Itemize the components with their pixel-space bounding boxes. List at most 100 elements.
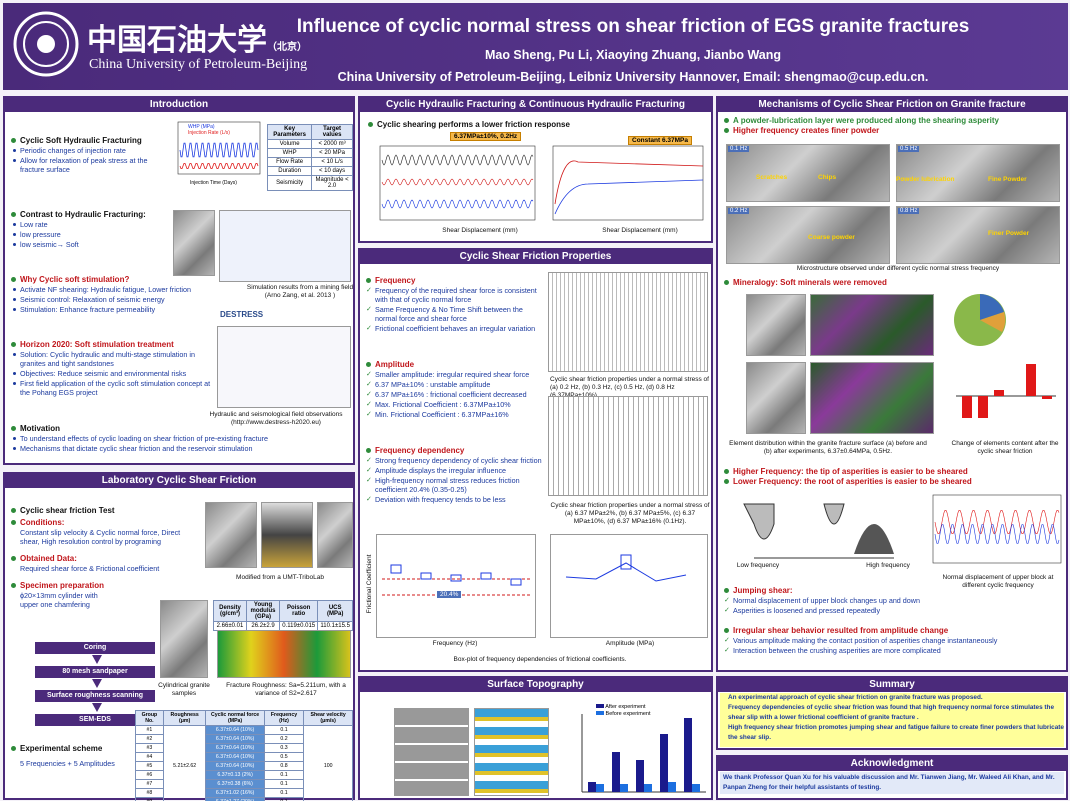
acknowledgment-panel: Acknowledgment We thank Professor Quan X… — [716, 755, 1068, 800]
panel-title: Cyclic Shear Friction Properties — [360, 250, 711, 264]
figure — [217, 326, 351, 408]
caption: Simulation results from a mining field (… — [246, 284, 354, 299]
table-cell: < 10 days — [311, 166, 353, 176]
list-item: Seismic control: Relaxation of seismic e… — [11, 295, 211, 304]
section-heading: Amplitude — [366, 360, 551, 369]
legend: After experiment Before experiment — [596, 704, 650, 718]
caption: Normal displacement of upper block at di… — [942, 574, 1054, 589]
axis-label: Frequency (Hz) — [432, 640, 478, 647]
table-header: Frequency (Hz) — [263, 710, 305, 726]
table-header: Group No. — [135, 710, 164, 726]
figure — [810, 294, 934, 356]
caption: Cyclic shear friction properties under a… — [550, 376, 709, 399]
section-heading: Specimen preparation — [11, 581, 201, 590]
summary-item: High frequency shear friction promotes j… — [728, 724, 1064, 741]
figure — [746, 294, 806, 356]
axis-label: Shear Displacement (mm) — [602, 227, 678, 234]
table-row: Volume < 2000 m³ — [266, 139, 353, 149]
figure — [746, 362, 806, 434]
table-cell: 100 — [303, 725, 353, 801]
panel-label: 0.2 Hz — [728, 208, 750, 214]
annotation: 20.4% — [437, 591, 462, 598]
table-header: Shear velocity (μm/s) — [303, 710, 353, 726]
paragraph: 5 Frequencies + 5 Amplitudes — [20, 759, 115, 768]
list-item: Same Frequency & No Time Shift between t… — [366, 305, 546, 323]
poster-title: Influence of cyclic normal stress on she… — [296, 16, 970, 37]
figure: 20.4% — [376, 534, 536, 638]
panel-title: Cyclic Hydraulic Fracturing & Continuous… — [360, 98, 711, 112]
injection-chart: WHP (MPa) Injection Rate (L/s) Injection… — [170, 120, 262, 190]
figure — [394, 708, 469, 796]
section-heading: Higher Frequency: the tip of asperities … — [724, 467, 1064, 476]
box-art — [382, 564, 532, 596]
table-cell: 6.37±0.64 (10%) — [205, 761, 265, 771]
caption: Cyclic shear friction properties under a… — [550, 502, 710, 525]
list-item: Objectives: Reduce seismic and environme… — [11, 369, 216, 378]
table-cell: Seismicity — [266, 175, 313, 191]
table-cell: < 10 L/s — [311, 157, 353, 167]
table-cell: < 2000 m³ — [311, 139, 353, 149]
hydraulic-panel: Cyclic Hydraulic Fracturing & Continuous… — [358, 96, 713, 243]
section-heading: Experimental scheme — [11, 744, 201, 753]
table-cell: 6.37±1.27 (20%) — [205, 797, 265, 801]
section-heading: Frequency dependency — [366, 446, 546, 455]
table-cell: 6.37±0.38 (6%) — [205, 779, 265, 789]
affiliations: China University of Petroleum-Beijing, L… — [337, 70, 929, 84]
figure — [205, 502, 257, 568]
table-cell: #7 — [135, 779, 164, 789]
figure-tag: 6.37MPa±10%, 0.2Hz — [450, 132, 522, 141]
section: Horizon 2020: Soft stimulation treatment… — [11, 340, 216, 398]
section-heading: Obtained Data: — [11, 554, 201, 563]
table-cell: #8 — [135, 788, 164, 798]
table-cell: Magnitude < 2.0 — [311, 175, 353, 191]
feature-label: Finer Powder — [988, 230, 1030, 237]
table-row: WHP < 20 MPa — [266, 148, 353, 158]
list-item: Frictional coefficient behaves an irregu… — [366, 324, 546, 333]
section: Contrast to Hydraulic Fracturing: Low rat… — [11, 210, 169, 250]
table-row: Seismicity Magnitude < 2.0 — [266, 175, 353, 191]
caption: Change of elements content after the cyc… — [951, 440, 1059, 455]
micrograph-grid: 0.1 Hz 0.5 Hz 0.2 Hz 0.8 Hz Scratches Chips Po… — [726, 144, 1062, 264]
table-header: Target values — [311, 124, 353, 140]
section: AmplitudeSmaller amplitude: irregular re… — [366, 360, 551, 420]
section-heading: Cyclic shear friction Test — [11, 506, 201, 515]
paragraph: ϕ20×13mm cylinder with upper one chamfer… — [20, 591, 98, 609]
list-item: Normal displacement of upper block chang… — [724, 596, 1064, 605]
summary-list: An experimental approach of cyclic shear… — [720, 693, 1064, 747]
table-cell: 0.2 — [263, 734, 305, 744]
table-header: Cyclic normal force (MPa) — [205, 710, 265, 726]
flow-step: Coring — [35, 642, 155, 654]
flow-arrow — [92, 655, 102, 664]
acknowledgment-text: We thank Professor Quan Xu for his valua… — [720, 772, 1064, 794]
list-item: 6.37 MPa±16% : frictional coefficient de… — [366, 390, 551, 399]
flow-arrow — [92, 703, 102, 712]
panel-title: Acknowledgment — [718, 757, 1066, 771]
figure — [548, 272, 708, 372]
feature-label: Scratches — [756, 174, 788, 181]
list-item: Smaller amplitude: irregular required sh… — [366, 370, 551, 379]
table-cell: 5.21±2.62 — [162, 725, 207, 801]
flow-step: Surface roughness scanning — [35, 690, 155, 702]
list-item: To understand effects of cyclic loading … — [11, 434, 341, 443]
list-item: Strong frequency dependency of cyclic sh… — [366, 456, 546, 465]
section-heading: Motivation — [11, 424, 341, 433]
list-item: Various amplitude making the contact pos… — [724, 636, 1064, 645]
table-cell: #5 — [135, 761, 164, 771]
legend-entry: After experiment — [596, 704, 650, 711]
table-row: #1 5.21±2.62 6.37±0.64 (10%) 0.1 100 — [135, 725, 353, 801]
section-heading: Mineralogy: Soft minerals were removed — [724, 278, 1024, 287]
table-cell: 0.1 — [263, 788, 305, 798]
micrograph — [726, 206, 890, 264]
panel-label: 0.1 Hz — [728, 146, 750, 152]
legend-text: Before experiment — [605, 711, 651, 717]
panel-title: Introduction — [5, 98, 353, 112]
mechanisms-panel: Mechanisms of Cyclic Shear Friction on G… — [716, 96, 1068, 672]
table-cell: 0.8 — [263, 761, 305, 771]
table-header: Young modulus (GPa) — [245, 600, 281, 622]
bar-art — [956, 364, 1056, 418]
figure — [219, 210, 351, 282]
table-cell: #6 — [135, 770, 164, 780]
flow-step: 80 mesh sandpaper — [35, 666, 155, 678]
list-item: Periodic changes of injection rate — [11, 146, 169, 155]
header: 中国石油大学（北京） China University of Petroleum… — [3, 3, 1068, 90]
